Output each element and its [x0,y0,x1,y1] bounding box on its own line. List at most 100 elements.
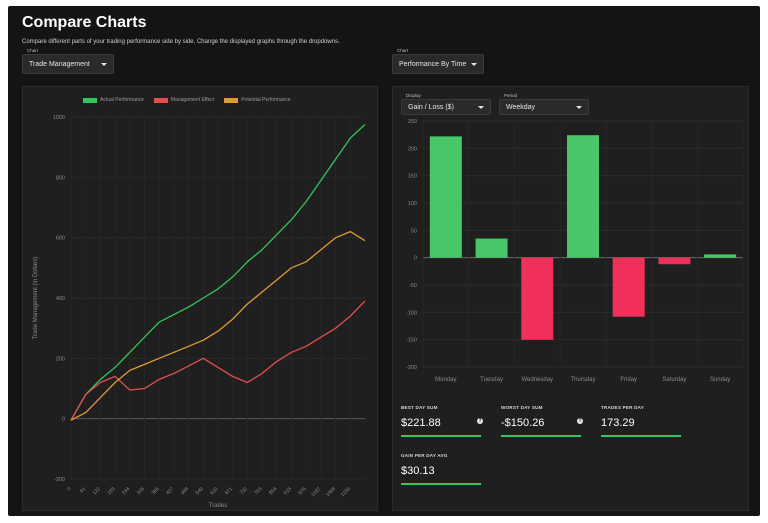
y-tick-label: -200 [406,365,417,371]
metric-value: 173.29 [601,417,635,429]
metric-title: BEST DAY SUM [401,405,438,410]
legend-swatch-potential [224,97,239,103]
metric-underline [401,435,481,437]
y-tick-label: 150 [408,174,417,180]
series-line-1 [70,300,366,421]
left-chart-dropdown[interactable]: Chart Trade Management [22,48,114,74]
legend-label-management: Management Effect [170,97,215,103]
x-tick-label: Sunday [710,377,730,383]
x-tick-label: Wednesday [521,377,553,383]
right-chart-dropdown[interactable]: Chart Performance By Time [392,48,484,74]
x-tick-label: 732 [239,486,249,496]
metric-underline [401,483,481,485]
bar-monday [429,136,462,258]
period-dropdown-value: Weekday [506,103,536,111]
x-tick-label: Saturday [662,377,686,383]
y-tick-label: 200 [408,146,417,152]
y-tick-label: 100 [408,201,417,207]
right-chart-dropdown-value: Performance By Time [399,60,467,68]
metric-worst-day-sum: WORST DAY SUM -$150.26 ? [501,405,583,441]
x-tick-label: 244 [121,486,131,496]
bar-chart: -200 -150 -100 -50 0 50 100 150 200 250 Monday Tues… [406,119,744,383]
x-tick-label: 1037 [310,486,322,498]
chevron-down-icon [101,62,107,66]
metric-title: GAIN PER DAY AVG [401,453,448,458]
x-tick-label: 793 [253,486,263,496]
x-tick-label: 671 [224,486,234,496]
y-tick-label: 800 [56,175,65,181]
chevron-down-icon [471,62,477,66]
x-tick-label: Friday [620,377,637,383]
bar-wednesday [521,257,554,340]
y-tick-label: -50 [409,283,417,289]
bar-saturday [658,257,691,265]
x-tick-label: 305 [136,486,146,496]
y-tick-label: -150 [406,338,417,344]
series-line-2 [70,230,366,421]
y-tick-label: 50 [411,228,417,234]
right-chart-dropdown-label: Chart [397,48,409,53]
left-chart-dropdown-value: Trade Management [29,60,90,68]
performance-by-time-panel: Display Gain / Loss ($) Period Weekday -… [392,86,749,511]
x-tick-label: 427 [165,486,175,496]
metric-trades-per-day: TRADES PER DAY 173.29 [601,405,681,441]
metric-title: WORST DAY SUM [501,405,543,410]
display-dropdown-label: Display [406,93,421,98]
metric-value: $30.13 [401,465,435,477]
x-tick-label: 1098 [325,486,337,498]
chevron-down-icon [576,105,582,109]
x-tick-label: 366 [150,486,160,496]
x-tick-label: 61 [79,486,87,494]
bar-tuesday [475,238,508,258]
line-chart-legend: Actual Performance Management Effect Pot… [83,97,291,103]
display-dropdown[interactable]: Display Gain / Loss ($) [401,93,491,115]
y-tick-label: 400 [56,296,65,302]
metric-value: -$150.26 [501,417,545,429]
x-tick-label: 488 [180,486,190,496]
period-dropdown[interactable]: Period Weekday [499,93,589,115]
y-tick-label: -100 [406,310,417,316]
metric-best-day-sum: BEST DAY SUM $221.88 ? [401,405,483,441]
x-tick-label: 0 [66,486,72,492]
y-tick-label: 1000 [53,115,65,121]
metric-gain-per-day-avg: GAIN PER DAY AVG $30.13 [401,453,481,489]
legend-label-actual: Actual Performance [100,97,144,103]
left-chart-dropdown-label: Chart [27,48,39,53]
y-tick-label: 250 [408,119,417,125]
y-tick-label: 200 [56,356,65,362]
app-window: Compare Charts Compare different parts o… [8,6,760,516]
x-tick-label: 1159 [340,486,352,498]
help-icon[interactable]: ? [577,418,583,424]
metric-underline [501,435,581,437]
y-tick-label: 0 [62,417,65,423]
trade-management-panel: Actual Performance Management Effect Pot… [22,86,378,511]
metric-title: TRADES PER DAY [601,405,644,410]
legend-swatch-actual [83,97,97,103]
display-dropdown-value: Gain / Loss ($) [408,103,454,111]
period-dropdown-label: Period [504,93,518,98]
legend-item-potential[interactable]: Potential Performance [224,97,291,103]
metric-underline [601,435,681,437]
legend-item-actual[interactable]: Actual Performance [83,97,144,103]
x-tick-label: 915 [283,486,293,496]
legend-label-potential: Potential Performance [241,97,291,103]
x-tick-label: Monday [435,377,456,383]
y-axis-label: Trade Management (in Dollars) [33,257,39,340]
x-tick-label: 610 [209,486,219,496]
legend-item-management[interactable]: Management Effect [153,97,215,103]
x-tick-label: 854 [268,486,278,496]
bar-sunday [704,254,737,258]
page-title: Compare Charts [22,14,147,31]
help-icon[interactable]: ? [477,418,483,424]
y-tick-label: 0 [414,256,417,262]
bar-friday [612,257,645,317]
x-axis-label: Trades [209,503,227,509]
y-tick-label: 600 [56,236,65,242]
y-tick-label: -200 [54,477,65,483]
x-tick-label: Tuesday [480,377,503,383]
x-tick-label: 122 [92,486,102,496]
page-subtitle: Compare different parts of your trading … [22,39,340,45]
x-tick-label: Thursday [570,377,595,383]
x-tick-label: 976 [297,486,307,496]
